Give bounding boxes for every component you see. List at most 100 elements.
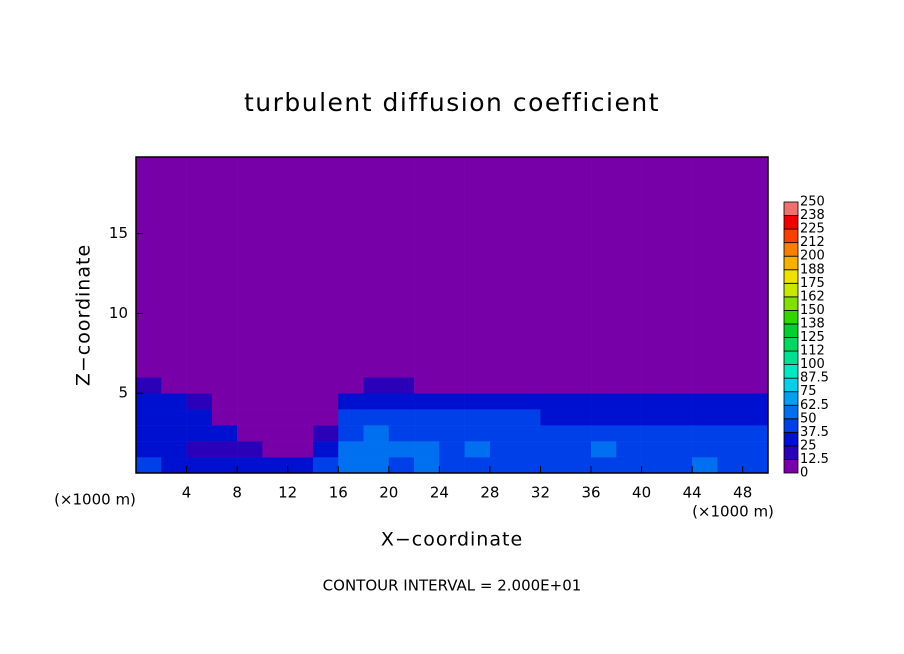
heat-cell (237, 409, 263, 426)
x-unit-label: (×1000 m) (692, 503, 774, 521)
footer: CONTOUR INTERVAL = 2.000E+01 (323, 577, 582, 595)
heat-cell (136, 377, 162, 394)
heat-cell (515, 409, 541, 426)
colorbar-label: 12.5 (800, 452, 829, 467)
heat-cell (312, 441, 339, 458)
colorbar-label: 175 (800, 276, 825, 291)
heat-cell (540, 457, 567, 474)
colorbar-label: 250 (800, 195, 825, 210)
heat-cell (717, 457, 744, 474)
heat-cell (439, 425, 465, 442)
heat-cell (540, 393, 567, 410)
heat-cell (692, 457, 718, 474)
heat-cell (464, 441, 491, 458)
heat-cell (464, 457, 491, 474)
colorbar-label: 0 (800, 466, 808, 481)
heat-cell (211, 377, 238, 394)
heat-cell (338, 377, 364, 394)
heat-cell (692, 441, 718, 458)
x-tick-label: 20 (379, 484, 398, 502)
heat-cell (591, 425, 617, 442)
colorbar-band (783, 255, 799, 271)
heat-cell (565, 425, 592, 442)
colorbar-label: 200 (800, 249, 825, 264)
heat-cell (388, 441, 415, 458)
heat-cell (186, 393, 213, 410)
heat-cell (136, 157, 162, 378)
colorbar-label: 50 (800, 411, 817, 426)
heat-cell (161, 157, 187, 378)
heat-cell (641, 393, 668, 410)
x-axis-label: X−coordinate (381, 529, 523, 551)
heat-cell (414, 157, 440, 378)
colorbar-band (783, 242, 799, 257)
heat-cell (616, 425, 642, 442)
heat-cell (338, 409, 364, 426)
heat-cell (591, 157, 617, 378)
x-tick-label: 16 (329, 484, 348, 502)
heat-cell (363, 157, 390, 378)
colorbar-band (783, 391, 799, 406)
colorbar-band (783, 269, 799, 284)
heat-cell (540, 377, 567, 394)
colorbar-band (783, 459, 799, 474)
heat-cell (388, 425, 415, 442)
heat-cell (161, 377, 187, 394)
heat-cell (237, 441, 263, 458)
heat-cell (540, 441, 567, 458)
heat-cell (414, 409, 440, 426)
heat-cell (312, 377, 339, 394)
colorbar-label: 162 (800, 289, 825, 304)
colorbar-label: 25 (800, 438, 817, 453)
heat-cell (211, 157, 238, 378)
heat-cell (338, 393, 364, 410)
heat-cell (515, 157, 541, 378)
heat-cell (666, 441, 693, 458)
heat-cell (489, 409, 516, 426)
heat-cell (312, 393, 339, 410)
heat-cell (692, 393, 718, 410)
heat-cell (641, 457, 668, 474)
heat-cell (616, 409, 642, 426)
heat-cell (237, 157, 263, 378)
x-tick-label: 32 (531, 484, 550, 502)
heat-cell (186, 441, 213, 458)
heat-cell (262, 425, 288, 442)
heat-cell (489, 425, 516, 442)
heat-cell (666, 157, 693, 378)
heat-cell (414, 457, 440, 474)
heat-cell (717, 157, 744, 378)
heat-cell (742, 377, 769, 394)
heat-cell (616, 393, 642, 410)
heat-cell (464, 409, 491, 426)
heat-cell (388, 393, 415, 410)
colorbar-band (783, 282, 799, 298)
heat-cell (717, 393, 744, 410)
heat-cell (312, 425, 339, 442)
heat-cell (439, 393, 465, 410)
heat-cell (515, 377, 541, 394)
colorbar-label: 87.5 (800, 371, 829, 386)
heat-cell (237, 457, 263, 474)
colorbar-label: 188 (800, 262, 825, 277)
x-tick-label: 8 (232, 484, 242, 502)
heat-cell (338, 457, 364, 474)
heat-cell (742, 409, 769, 426)
heat-cell (692, 377, 718, 394)
heat-cell (388, 377, 415, 394)
colorbar-label: 125 (800, 330, 825, 345)
x-tick-label: 12 (278, 484, 297, 502)
heat-cell (136, 393, 162, 410)
heat-cell (540, 409, 567, 426)
heat-cell (237, 425, 263, 442)
heat-cell (262, 457, 288, 474)
colorbar-band (783, 404, 799, 420)
colorbar-label: 238 (800, 208, 825, 223)
heat-cell (287, 393, 314, 410)
heat-cell (666, 457, 693, 474)
heat-cell (287, 409, 314, 426)
heat-cell (363, 457, 390, 474)
heat-cell (565, 157, 592, 378)
heat-cell (742, 393, 769, 410)
